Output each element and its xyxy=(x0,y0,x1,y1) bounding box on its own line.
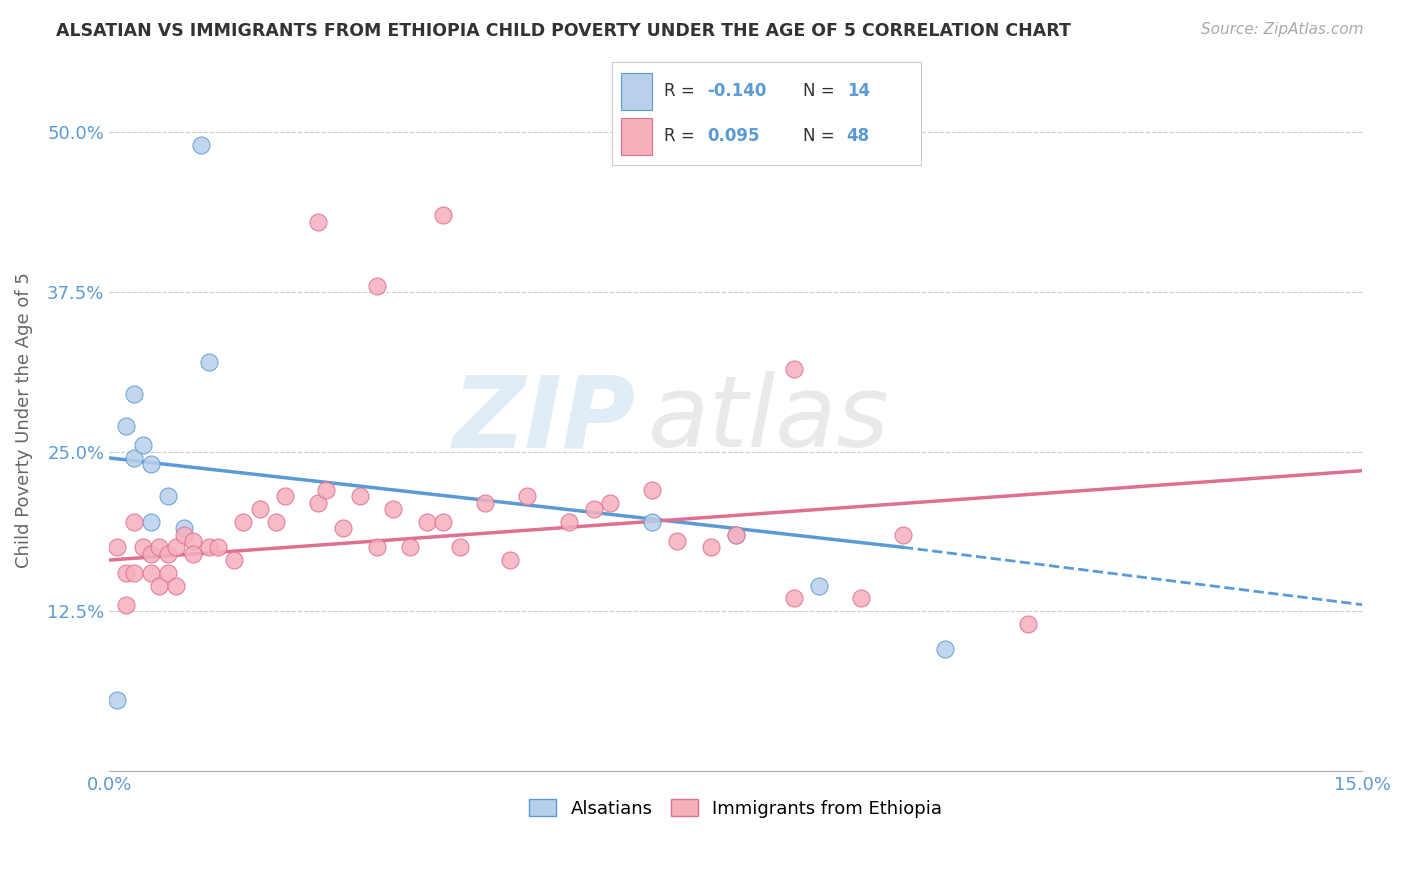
Text: ZIP: ZIP xyxy=(453,371,636,468)
Text: 14: 14 xyxy=(846,82,870,100)
Text: N =: N = xyxy=(803,128,841,145)
Point xyxy=(249,502,271,516)
Point xyxy=(107,541,129,555)
Text: R =: R = xyxy=(664,128,700,145)
Point xyxy=(114,419,136,434)
Point xyxy=(474,495,496,509)
Point xyxy=(599,495,621,509)
Point xyxy=(156,489,179,503)
Point xyxy=(808,578,831,592)
Point xyxy=(139,458,162,472)
Text: N =: N = xyxy=(803,82,841,100)
Text: ALSATIAN VS IMMIGRANTS FROM ETHIOPIA CHILD POVERTY UNDER THE AGE OF 5 CORRELATIO: ALSATIAN VS IMMIGRANTS FROM ETHIOPIA CHI… xyxy=(56,22,1071,40)
Point xyxy=(131,541,153,555)
Point xyxy=(849,591,872,606)
Point xyxy=(449,541,471,555)
Point xyxy=(122,450,145,465)
Legend: Alsatians, Immigrants from Ethiopia: Alsatians, Immigrants from Ethiopia xyxy=(522,792,949,825)
Point xyxy=(198,355,221,369)
Point xyxy=(557,515,579,529)
Point xyxy=(148,578,170,592)
Point xyxy=(114,566,136,580)
Point xyxy=(349,489,371,503)
Text: Source: ZipAtlas.com: Source: ZipAtlas.com xyxy=(1201,22,1364,37)
Point xyxy=(415,515,437,529)
Point xyxy=(700,541,723,555)
Point xyxy=(156,547,179,561)
Point xyxy=(666,533,689,548)
Point xyxy=(315,483,337,497)
Text: 48: 48 xyxy=(846,128,870,145)
Point xyxy=(582,502,605,516)
Point xyxy=(934,642,956,657)
Point xyxy=(499,553,522,567)
Point xyxy=(114,598,136,612)
Point xyxy=(724,527,747,541)
Point xyxy=(432,208,454,222)
Text: R =: R = xyxy=(664,82,700,100)
Y-axis label: Child Poverty Under the Age of 5: Child Poverty Under the Age of 5 xyxy=(15,272,32,567)
Point xyxy=(432,515,454,529)
Point xyxy=(366,541,388,555)
Point xyxy=(399,541,422,555)
Point xyxy=(366,278,388,293)
Point xyxy=(190,138,212,153)
Point xyxy=(122,515,145,529)
Point xyxy=(232,515,254,529)
Point xyxy=(783,591,806,606)
FancyBboxPatch shape xyxy=(621,73,652,110)
Point xyxy=(1017,616,1039,631)
Text: atlas: atlas xyxy=(648,371,890,468)
Point xyxy=(181,533,204,548)
Point xyxy=(165,578,187,592)
Point xyxy=(181,547,204,561)
Point xyxy=(641,483,664,497)
FancyBboxPatch shape xyxy=(621,118,652,155)
Point xyxy=(207,541,229,555)
Point xyxy=(131,438,153,452)
Point xyxy=(516,489,538,503)
Point xyxy=(891,527,914,541)
Point xyxy=(382,502,405,516)
Point xyxy=(224,553,246,567)
Point xyxy=(139,515,162,529)
Point xyxy=(307,215,329,229)
Text: 0.095: 0.095 xyxy=(707,128,761,145)
Point xyxy=(148,541,170,555)
Point xyxy=(139,547,162,561)
Point xyxy=(173,527,195,541)
Point xyxy=(107,693,129,707)
Point xyxy=(156,566,179,580)
Point xyxy=(273,489,295,503)
Point xyxy=(783,361,806,376)
Text: -0.140: -0.140 xyxy=(707,82,766,100)
Point xyxy=(173,521,195,535)
Point xyxy=(724,527,747,541)
Point xyxy=(165,541,187,555)
Point xyxy=(307,495,329,509)
Point xyxy=(641,515,664,529)
Point xyxy=(122,387,145,401)
Point xyxy=(122,566,145,580)
Point xyxy=(198,541,221,555)
Point xyxy=(264,515,287,529)
Point xyxy=(332,521,354,535)
Point xyxy=(139,566,162,580)
